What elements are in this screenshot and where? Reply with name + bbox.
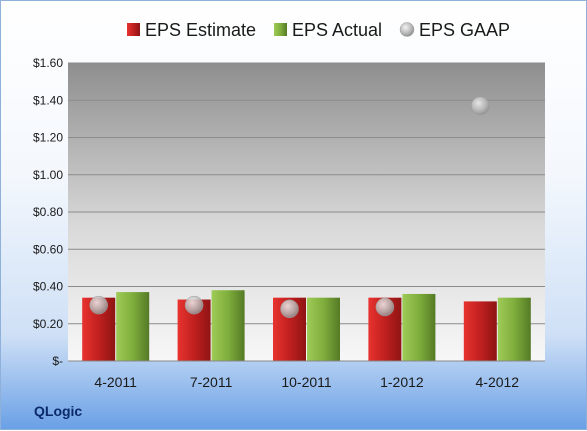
bar-eps-actual (116, 292, 150, 361)
x-tick-label: 7-2011 (190, 374, 233, 390)
x-tick-label: 4-2012 (476, 374, 520, 390)
legend-label-actual: EPS Actual (292, 20, 382, 40)
x-tick-label: 1-2012 (380, 374, 424, 390)
legend-swatch-actual (274, 23, 287, 36)
point-eps-gaap (184, 295, 204, 315)
y-tick-label: $1.40 (33, 93, 63, 107)
x-axis-ticks: 4-2011 7-2011 10-2011 1-2012 4-2012 (94, 374, 519, 390)
legend: EPS Estimate EPS Actual EPS GAAP (127, 20, 510, 40)
bar-eps-actual (307, 297, 340, 361)
y-tick-label: $0.20 (33, 317, 63, 331)
bar-eps-estimate (463, 301, 497, 361)
point-eps-gaap (280, 299, 299, 319)
y-axis-ticks: $- $0.20 $0.40 $0.60 $0.80 $1.00 $1.20 $1.40 $1.… (33, 56, 63, 368)
bar-eps-actual (402, 293, 436, 361)
y-tick-label: $0.60 (33, 242, 63, 256)
legend-swatch-estimate (127, 23, 140, 36)
y-tick-label: $0.80 (33, 205, 63, 219)
point-eps-gaap (471, 96, 490, 116)
x-tick-label: 4-2011 (94, 374, 137, 390)
legend-label-gaap: EPS GAAP (419, 20, 510, 40)
point-eps-gaap (375, 297, 395, 317)
y-tick-label: $1.60 (33, 56, 63, 70)
bars (82, 290, 531, 361)
legend-label-estimate: EPS Estimate (145, 20, 256, 40)
y-tick-label: $1.20 (33, 131, 63, 145)
y-tick-label: $- (52, 354, 63, 368)
bar-eps-actual (497, 297, 531, 361)
y-tick-label: $0.40 (33, 280, 63, 294)
x-tick-label: 10-2011 (281, 374, 332, 390)
y-tick-label: $1.00 (33, 168, 63, 182)
gaap-points (89, 96, 490, 319)
bar-eps-actual (211, 290, 245, 361)
point-eps-gaap (89, 295, 108, 315)
legend-marker-gaap (399, 22, 415, 37)
company-label: QLogic (34, 403, 83, 419)
